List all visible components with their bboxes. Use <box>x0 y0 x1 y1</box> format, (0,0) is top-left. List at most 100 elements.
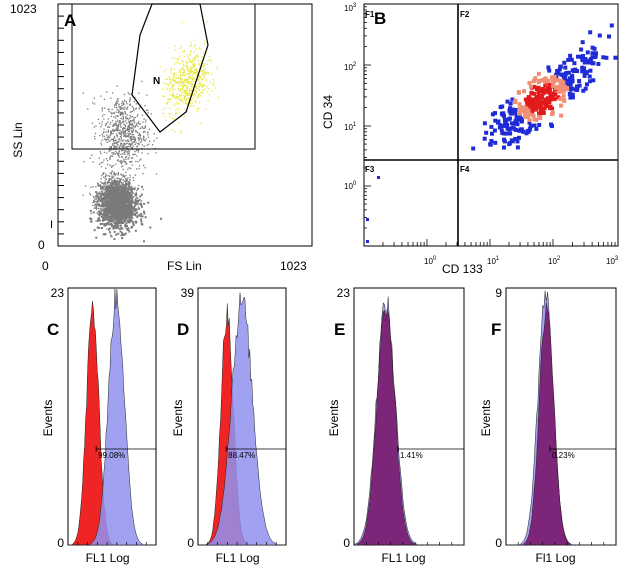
panel-a-event-dot <box>104 208 107 210</box>
panel-a-event-dot <box>127 209 130 212</box>
panel-a-event-dot <box>112 138 114 140</box>
panel-b-density-cell <box>546 65 551 70</box>
panel-b-density-cell <box>520 105 525 110</box>
panel-a-event-dot <box>101 186 103 188</box>
panel-a-event-dot <box>113 215 116 218</box>
panel-a-event-dot <box>118 131 121 134</box>
panel-a-event-dot <box>184 108 186 110</box>
panel-a-event-dot <box>115 150 117 152</box>
panel-a-event-dot <box>111 185 113 187</box>
panel-a-event-dot <box>179 100 182 102</box>
panel-a-event-dot <box>118 156 120 158</box>
panel-a-event-dot <box>127 149 129 151</box>
panel-a-event-dot <box>116 119 119 121</box>
panel-a-event-dot <box>101 197 104 200</box>
panel-a-event-dot <box>117 121 119 123</box>
panel-a-event-dot <box>111 198 114 201</box>
panel-a-event-dot <box>134 205 137 207</box>
panel-a-event-dot <box>120 222 123 225</box>
panel-a-event-dot <box>131 134 133 136</box>
panel-a-event-dot <box>121 192 124 195</box>
panel-b-density-cell <box>537 94 542 99</box>
panel-a-event-dot <box>180 88 182 90</box>
panel-a-event-dot <box>97 118 100 121</box>
panel-a-event-dot <box>128 128 131 130</box>
panel-a-event-dot <box>194 69 196 71</box>
panel-a-event-dot <box>165 78 167 81</box>
panel-a-event-dot <box>120 231 123 234</box>
panel-a-event-dot <box>128 184 131 187</box>
panel-a-event-dot <box>141 80 143 83</box>
panel-a-event-dot <box>118 183 121 185</box>
panel-a-event-dot <box>123 194 126 196</box>
panel-a-event-dot <box>144 127 146 129</box>
panel-a-event-dot <box>160 217 163 220</box>
panel-b-xtick-0-base: 10 <box>424 257 433 266</box>
panel-a-event-dot <box>117 227 120 230</box>
panel-a-event-dot <box>137 187 139 190</box>
panel-a-event-dot <box>107 129 109 131</box>
panel-a-event-dot <box>112 128 114 131</box>
panel-a-event-dot <box>102 190 104 192</box>
panel-a-event-dot <box>165 68 167 70</box>
panel-a-event-dot <box>126 200 129 203</box>
panel-a-event-dot <box>130 127 132 129</box>
panel-a-event-dot <box>167 86 169 88</box>
panel-b-event-dot <box>377 176 380 179</box>
panel-a-event-dot <box>113 223 115 225</box>
panel-a-event-dot <box>163 115 165 117</box>
panel-a-event-dot <box>125 195 128 197</box>
panel-a-event-dot <box>190 78 192 80</box>
panel-b-density-cell <box>556 95 561 100</box>
panel-a-event-dot <box>204 68 206 70</box>
panel-a-event-dot <box>130 143 132 145</box>
panel-a-event-dot <box>132 145 134 147</box>
panel-a-event-dot <box>201 92 203 94</box>
panel-a-event-dot <box>132 134 134 136</box>
panel-a-event-dot <box>172 57 174 59</box>
panel-b-density-cell <box>580 69 585 74</box>
panel-a-event-dot <box>96 197 99 199</box>
panel-a-event-dot <box>101 209 103 212</box>
panel-a-event-dot <box>176 93 178 95</box>
panel-a-event-dot <box>99 207 102 210</box>
panel-a-event-dot <box>177 122 180 124</box>
panel-a-event-dot <box>101 123 103 126</box>
panel-a-event-dot <box>115 111 117 113</box>
panel-a-event-dot <box>108 191 110 193</box>
panel-a-event-dot <box>139 133 141 136</box>
panel-a-event-dot <box>189 66 192 68</box>
panel-a-event-dot <box>94 135 96 137</box>
panel-a-event-dot <box>132 221 135 224</box>
panel-a-event-dot <box>98 163 101 165</box>
panel-a-event-dot <box>214 87 217 89</box>
panel-a-event-dot <box>97 199 100 202</box>
panel-a-event-dot <box>126 156 128 158</box>
panel-a-event-dot <box>140 140 143 142</box>
panel-a-event-dot <box>172 85 174 88</box>
panel-c-letter: C <box>47 320 59 339</box>
panel-a-event-dot <box>136 131 138 133</box>
panel-a-event-dot <box>136 216 139 218</box>
panel-a-event-dot <box>120 108 122 110</box>
panel-a-event-dot <box>132 131 134 133</box>
panel-a-event-dot <box>130 130 132 132</box>
panel-a-event-dot <box>126 140 128 142</box>
panel-a-event-dot <box>113 180 116 183</box>
panel-a-event-dot <box>172 78 174 80</box>
panel-a-event-dot <box>213 81 215 83</box>
panel-a-event-dot <box>141 205 143 208</box>
panel-a-event-dot <box>188 91 191 93</box>
panel-a-event-dot <box>173 76 175 78</box>
panel-a-event-dot <box>184 100 187 103</box>
panel-a-event-dot <box>104 188 106 190</box>
panel-b-density-cell <box>544 88 549 93</box>
panel-a-event-dot <box>132 136 135 138</box>
panel-a-event-dot <box>129 143 131 145</box>
panel-a-event-dot <box>112 153 114 156</box>
panel-a-event-dot <box>111 211 114 214</box>
panel-a-event-dot <box>187 93 189 95</box>
panel-a-event-dot <box>122 197 125 199</box>
panel-a-event-dot <box>129 103 131 105</box>
